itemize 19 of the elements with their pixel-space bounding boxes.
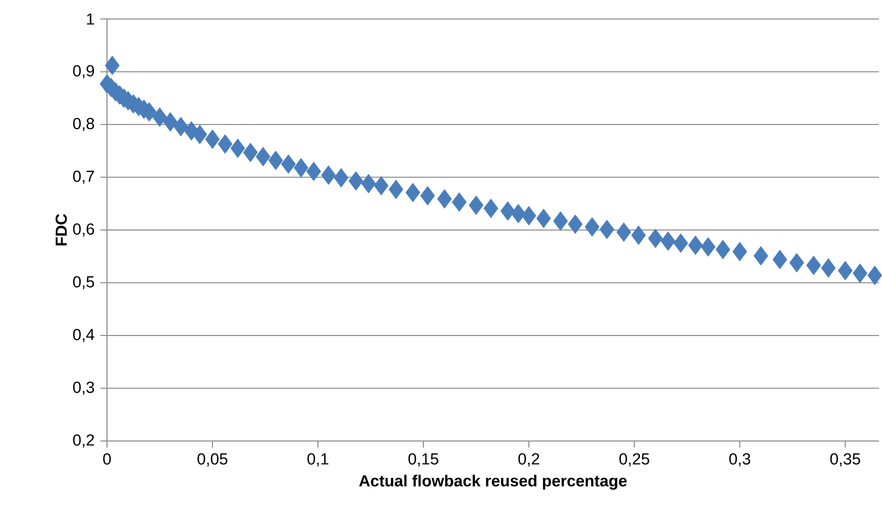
y-tick-label: 1	[87, 14, 94, 25]
y-tick-label: 0,9	[73, 65, 94, 78]
y-tick-label: 0,7	[73, 170, 94, 184]
y-tick-label: 0,2	[73, 434, 94, 448]
y-tick-label: 0,6	[73, 223, 94, 237]
y-tick-label: 0,5	[73, 276, 94, 290]
x-tick-label: 0,25	[619, 453, 650, 466]
x-tick-label: 0,2	[518, 453, 540, 466]
y-tick-label: 0,4	[73, 328, 94, 342]
y-axis-title: FDC	[56, 214, 67, 246]
y-tick-label: 0,3	[73, 382, 94, 395]
x-tick-label: 0,1	[307, 453, 328, 466]
y-tick-label: 0,8	[73, 118, 94, 132]
x-tick-label: 0,15	[408, 453, 438, 466]
x-tick-label: 0,35	[830, 453, 860, 466]
x-tick-label: 0,3	[729, 453, 750, 466]
x-axis-title: Actual flowback reused percentage	[359, 474, 627, 490]
x-tick-label: 0,05	[198, 453, 228, 466]
x-tick-label: 0	[103, 453, 111, 465]
